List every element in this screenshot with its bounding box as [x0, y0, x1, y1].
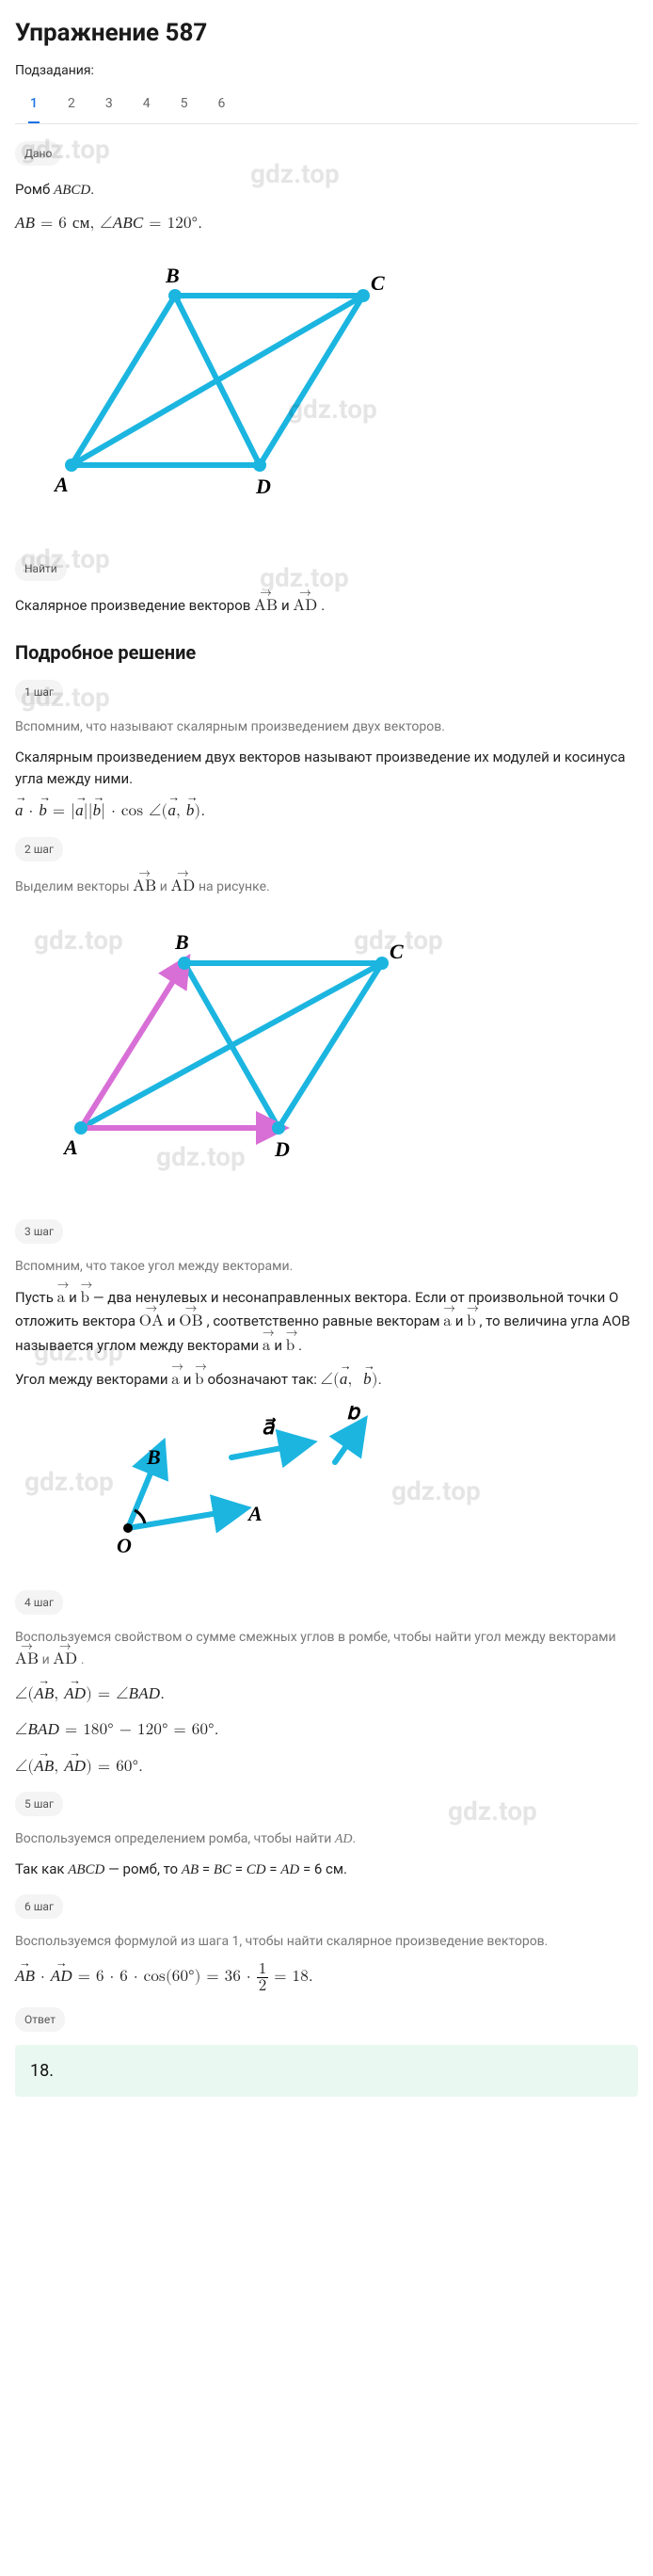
tab-1[interactable]: 1 — [28, 87, 40, 123]
step-6-formula: AB · AD = 6 · 6 · cos(60°) = 36 · 12 = 1… — [15, 1961, 638, 1994]
find-prefix: Скалярное произведение векторов — [15, 597, 254, 614]
node-label-C: C — [390, 940, 404, 963]
step-6: 6 шаг Воспользуемся формулой из шага 1, … — [15, 1894, 638, 1994]
find-text: Скалярное произведение векторов AB и AD … — [15, 594, 638, 619]
step-4-badge: 4 шаг — [15, 1590, 63, 1615]
step-2: 2 шаг Выделим векторы AB и AD на рисунке… — [15, 837, 638, 899]
step-1-recall: Вспомним, что называют скалярным произве… — [15, 717, 638, 737]
step-3: 3 шаг Вспомним, что такое угол между век… — [15, 1219, 638, 1393]
rhombus-name: ABCD — [54, 183, 90, 198]
node-label-B: B — [165, 264, 180, 287]
tab-2[interactable]: 2 — [66, 87, 77, 123]
node-label-C: C — [371, 271, 385, 295]
given-line-1: Ромб ABCD. — [15, 179, 638, 201]
solution-heading: Подробное решение — [15, 638, 638, 667]
find-suffix: . — [321, 597, 325, 614]
step-1-def: Скалярным произведением двух векторов на… — [15, 747, 638, 789]
figure-1: A B C D gdz.top — [15, 249, 638, 538]
find-badge: Найти — [15, 556, 67, 581]
subtasks-label: Подзадания: — [15, 61, 638, 81]
node-label-O: O — [117, 1534, 132, 1557]
node-label-A: A — [247, 1502, 263, 1525]
given-line-2: AB = 6 см, ∠ABC = 120°. — [15, 211, 638, 236]
step-3-definition: Пусть a и b — два ненулевых и несонаправ… — [15, 1286, 638, 1359]
node-label-A: A — [62, 1135, 78, 1159]
step-4: 4 шаг Воспользуемся свойством о сумме см… — [15, 1590, 638, 1779]
step2-prefix: Выделим векторы — [15, 879, 133, 894]
node-label-D: D — [255, 475, 271, 498]
tab-4[interactable]: 4 — [141, 87, 152, 123]
node-label-D: D — [274, 1137, 290, 1161]
tab-5[interactable]: 5 — [179, 87, 190, 123]
figure-3: gdz.top gdz.top O A B a⃗ b⃗ — [15, 1406, 638, 1572]
step-1-badge: 1 шаг — [15, 680, 63, 704]
step-1: 1 шаг gdz.top Вспомним, что называют ска… — [15, 680, 638, 824]
answer-section: Ответ 18. — [15, 2007, 638, 2097]
vector-AD: AD — [293, 594, 317, 619]
step-3-notation: Угол между векторами a и b обозначают та… — [15, 1367, 638, 1393]
vector-label-b: b⃗ — [346, 1406, 361, 1424]
answer-value: 18. — [15, 2045, 638, 2097]
angle-diagram: O A B a⃗ b⃗ — [15, 1406, 486, 1566]
node-label-A: A — [53, 473, 69, 496]
exercise-title: Упражнение 587 — [15, 15, 638, 52]
vector-AB: AB — [254, 594, 278, 619]
step-4-intro: Воспользуемся свойством о сумме смежных … — [15, 1628, 638, 1672]
step-2-text: Выделим векторы AB и AD на рисунке. — [15, 875, 638, 899]
rhombus-diagram-1: A B C D — [15, 249, 410, 531]
step-6-badge: 6 шаг — [15, 1894, 63, 1919]
step-5-intro: Воспользуемся определением ромба, чтобы … — [15, 1829, 638, 1849]
step-4-line-1: ∠(AB, AD) = ∠BAD. — [15, 1682, 638, 1707]
step2-and: и — [160, 879, 171, 894]
step-5-text: Так как ABCD — ромб, то AB = BC = CD = A… — [15, 1859, 638, 1881]
figure-2: gdz.top gdz.top A B C D gdz.top — [15, 911, 638, 1200]
step-3-badge: 3 шаг — [15, 1219, 63, 1244]
given-section: gdz.top Дано gdz.top Ромб ABCD. AB = 6 с… — [15, 141, 638, 235]
vector-AB: AB — [133, 875, 156, 899]
vector-label-a: a⃗ — [262, 1415, 277, 1439]
node-label-B: B — [146, 1445, 161, 1469]
step-1-formula: a · b = |a||b| · cos ∠(a, b). — [15, 798, 638, 824]
find-and: и — [281, 597, 293, 614]
vector-AD: AD — [170, 875, 195, 899]
step2-suffix: на рисунке. — [199, 879, 270, 894]
node-label-B: B — [174, 930, 189, 954]
period: . — [90, 181, 94, 198]
step-3-recall: Вспомним, что такое угол между векторами… — [15, 1257, 638, 1277]
step-5-badge: 5 шаг — [15, 1792, 63, 1816]
step-4-line-2: ∠BAD = 180° − 120° = 60°. — [15, 1717, 638, 1743]
step-2-badge: 2 шаг — [15, 837, 63, 861]
watermark: gdz.top — [448, 1792, 537, 1831]
step-5: 5 шаг gdz.top Воспользуемся определением… — [15, 1792, 638, 1881]
subtask-tabs: 1 2 3 4 5 6 — [15, 87, 638, 124]
step-6-intro: Воспользуемся формулой из шага 1, чтобы … — [15, 1932, 638, 1952]
answer-badge: Ответ — [15, 2007, 65, 2032]
tab-6[interactable]: 6 — [215, 87, 227, 123]
tab-3[interactable]: 3 — [104, 87, 115, 123]
find-section: gdz.top Найти gdz.top Скалярное произвед… — [15, 556, 638, 619]
given-text: Ромб — [15, 181, 54, 198]
rhombus-diagram-2: A B C D — [15, 911, 448, 1194]
step-4-line-3: ∠(AB, AD) = 60°. — [15, 1754, 638, 1779]
given-badge: Дано — [15, 141, 61, 166]
